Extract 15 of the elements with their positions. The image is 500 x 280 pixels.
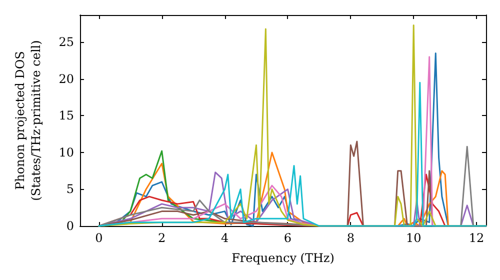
y-tick-label: 25 (58, 35, 74, 50)
x-tick-label: 8 (346, 231, 354, 245)
x-tick-label: 6 (284, 231, 292, 245)
x-axis-title: Frequency (THz) (232, 251, 334, 265)
y-tick-label: 20 (58, 72, 74, 86)
x-tick-label: 0 (95, 231, 103, 245)
y-tick-label: 10 (58, 145, 74, 160)
y-tick-label: 15 (58, 108, 74, 123)
y-tick-label: 5 (66, 182, 74, 196)
x-tick-label: 12 (468, 231, 484, 245)
y-axis-title: Phonon projected DOS (States/THz·primitive cell) (13, 40, 43, 201)
x-tick-label: 10 (406, 231, 422, 245)
y-tick-label: 0 (66, 219, 74, 233)
x-tick-label: 4 (220, 231, 229, 245)
x-tick-label: 2 (158, 231, 166, 245)
